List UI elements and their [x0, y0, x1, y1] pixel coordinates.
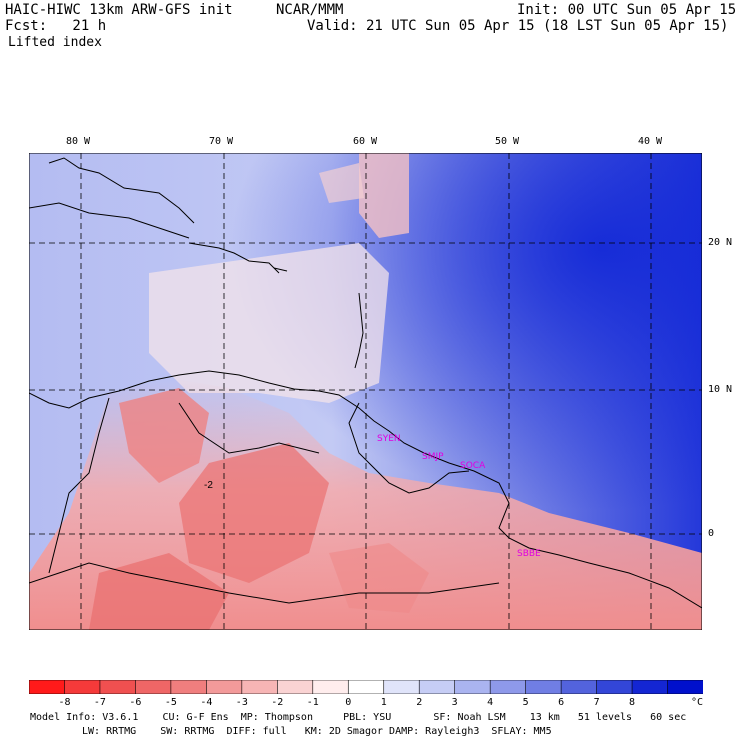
colorbar-tick-label: -2: [271, 697, 284, 708]
colorbar-unit: °C: [691, 697, 704, 708]
pale-region: [149, 153, 409, 403]
lon-label-70w: 70 W: [209, 136, 234, 147]
valid-time: Valid: 21 UTC Sun 05 Apr 15 (18 LST Sun …: [307, 18, 729, 34]
colorbar-tick-label: 5: [522, 697, 529, 708]
model-info-line-1: Model Info: V3.6.1 CU: G-F Ens MP: Thomp…: [30, 712, 687, 723]
station-syen: SYEN: [377, 434, 401, 444]
lifted-index-map: -2: [29, 153, 702, 630]
colorbar-tick-label: -1: [306, 697, 319, 708]
colorbar-swatch: [64, 680, 101, 694]
colorbar-tick-label: -3: [235, 697, 248, 708]
colorbar-swatch: [383, 680, 421, 694]
colorbar-swatch: [347, 680, 385, 694]
andes-border: [48, 397, 110, 574]
guiana-borders: [348, 402, 470, 494]
lon-label-60w: 60 W: [353, 136, 378, 147]
center-label: NCAR/MMM: [276, 2, 344, 18]
colorbar: [29, 680, 703, 694]
colorbar-tick-label: -8: [58, 697, 71, 708]
colorbar-swatch: [241, 680, 279, 694]
colorbar-swatch: [631, 680, 669, 694]
lon-label-50w: 50 W: [495, 136, 520, 147]
colorbar-tick-label: 0: [345, 697, 352, 708]
grid-lines: [29, 153, 702, 630]
colorbar-tick-label: 8: [629, 697, 636, 708]
colorbar-swatch: [312, 680, 350, 694]
colorbar-swatch: [170, 680, 208, 694]
colorbar-tick-label: -4: [200, 697, 213, 708]
colorbar-swatch: [489, 680, 527, 694]
forecast-hour: Fcst: 21 h: [5, 18, 107, 34]
colorbar-tick-label: 7: [593, 697, 600, 708]
coastlines: [29, 157, 702, 609]
model-info-line-2: LW: RRTMG SW: RRTMG DIFF: full KM: 2D Sm…: [82, 726, 552, 737]
lon-label-80w: 80 W: [66, 136, 91, 147]
field-name: Lifted index: [8, 35, 102, 50]
lat-label-10n: 10 N: [708, 384, 733, 395]
station-sbbe: SBBE: [517, 549, 541, 559]
colorbar-tick-label: 1: [380, 697, 387, 708]
colorbar-tick-label: -5: [164, 697, 177, 708]
hispaniola-coast: [188, 242, 280, 274]
puerto-rico-coast: [273, 267, 288, 272]
station-smjp: SMJP: [422, 452, 444, 462]
colorbar-tick-label: 4: [487, 697, 494, 708]
colorbar-swatch: [667, 680, 703, 694]
colorbar-swatch: [135, 680, 172, 694]
model-title: HAIC-HIWC 13km ARW-GFS init: [5, 2, 233, 18]
cuba-coast: [48, 157, 195, 224]
lon-label-40w: 40 W: [638, 136, 663, 147]
lat-label-0: 0: [708, 528, 715, 539]
colorbar-swatch: [560, 680, 598, 694]
colorbar-swatch: [525, 680, 562, 694]
south-america-coast: [29, 370, 702, 609]
colorbar-tick-label: -6: [129, 697, 142, 708]
colorbar-tick-label: 6: [558, 697, 565, 708]
contour-label: -2: [204, 480, 213, 491]
lat-label-20n: 20 N: [708, 237, 733, 248]
init-time: Init: 00 UTC Sun 05 Apr 15: [517, 2, 737, 18]
colorbar-tick-label: 3: [451, 697, 458, 708]
colorbar-swatch: [454, 680, 491, 694]
colorbar-swatch: [596, 680, 633, 694]
interior-contour: [29, 562, 500, 604]
station-soca: SOCA: [460, 461, 486, 471]
colorbar-swatch: [277, 680, 314, 694]
colorbar-swatch: [29, 680, 66, 694]
colorbar-tick-label: 2: [416, 697, 423, 708]
colorbar-tick-label: -7: [93, 697, 106, 708]
caribbean-coast-north: [29, 202, 190, 239]
colorbar-swatch: [418, 680, 456, 694]
unstable-south-region: [29, 378, 702, 630]
colorbar-swatch: [206, 680, 243, 694]
lesser-antilles: [354, 292, 364, 369]
venezuela-border: [178, 402, 320, 454]
colorbar-swatch: [99, 680, 137, 694]
